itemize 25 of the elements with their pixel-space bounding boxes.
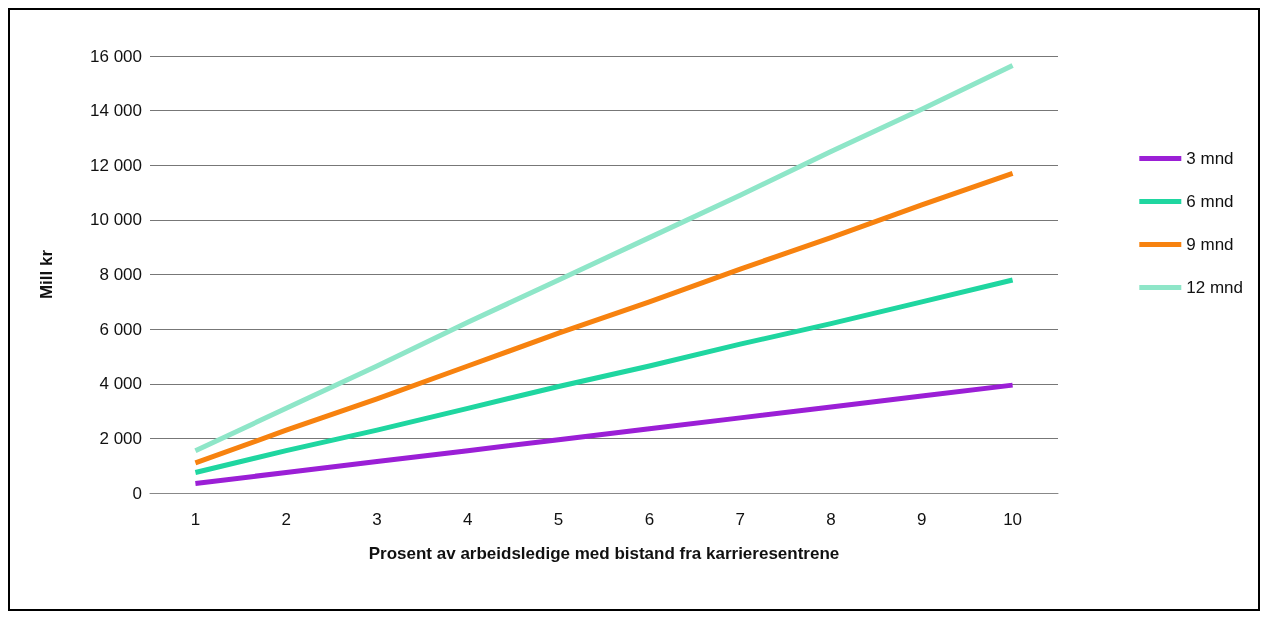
- x-tick-label: 7: [735, 510, 745, 529]
- y-tick-label: 14 000: [90, 101, 142, 121]
- y-axis-title: Mill kr: [37, 249, 56, 300]
- x-tick-label: 5: [553, 510, 564, 529]
- y-tick-label: 10 000: [90, 210, 142, 230]
- y-tick-label: 6 000: [99, 319, 142, 339]
- x-tick-label: 2: [281, 510, 291, 529]
- legend-label: 6 mnd: [1186, 192, 1234, 211]
- legend-label: 9 mnd: [1186, 235, 1234, 254]
- y-tick-label: 2 000: [99, 428, 142, 448]
- legend-label: 3 mnd: [1186, 149, 1234, 168]
- x-tick-label: 3: [372, 510, 382, 529]
- x-tick-label: 10: [1003, 510, 1023, 529]
- x-tick-label: 4: [463, 510, 473, 529]
- x-tick-label: 6: [644, 510, 655, 529]
- x-axis-title: Prosent av arbeidsledige med bistand fra karrieresentrene: [368, 544, 840, 563]
- y-tick-label: 4 000: [99, 374, 142, 394]
- x-tick-label: 9: [917, 510, 927, 529]
- y-tick-label: 12 000: [90, 155, 142, 175]
- x-tick-label: 8: [826, 510, 836, 529]
- y-tick-label: 8 000: [99, 265, 142, 284]
- y-tick-label: 16 000: [90, 46, 142, 66]
- x-tick-label: 1: [190, 510, 201, 529]
- y-tick-label: 0: [132, 483, 142, 503]
- legend-label: 12 mnd: [1186, 278, 1243, 297]
